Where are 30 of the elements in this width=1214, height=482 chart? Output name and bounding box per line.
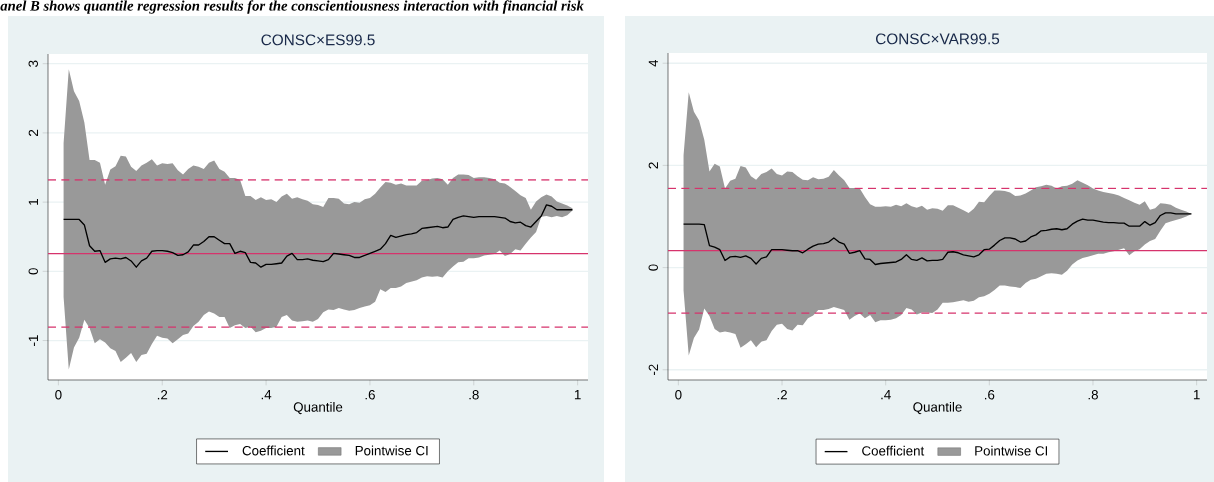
legend-label: Pointwise CI [975,445,1048,456]
x-axis-title: Quantile [913,401,962,415]
y-tick-label: 0 [28,268,38,275]
x-tick-label: .6 [984,390,995,400]
x-tick-label: 1 [1193,390,1200,400]
text: anel B shows quantile regression results for the conscientiousness interaction with financial risk [0,0,584,14]
x-tick-label: .2 [157,390,168,400]
chart-title: CONSC×ES99.5 [261,34,375,46]
x-tick-label: 0 [675,390,682,400]
y-tick-label: -2 [648,364,658,376]
x-axis-title: Quantile [293,401,343,415]
y-tick-label: 2 [648,162,658,169]
legend-label: Coefficient [242,445,305,456]
chart-title: CONSC×VAR99.5 [875,33,1000,45]
y-tick-label: 2 [28,129,38,136]
x-tick-label: 1 [574,390,581,400]
y-tick-label: 3 [28,60,38,67]
x-tick-label: .6 [365,390,375,400]
x-tick-label: .4 [881,390,891,400]
legend-label: Coefficient [862,445,925,456]
x-tick-label: .4 [261,390,272,400]
y-tick-label: 1 [28,199,38,205]
legend-label: Pointwise CI [355,445,428,456]
y-tick-label: 0 [648,264,658,271]
y-tick-label: -1 [28,335,38,346]
x-tick-label: 0 [55,390,62,400]
y-tick-label: 4 [648,59,658,67]
x-tick-label: .2 [777,390,787,400]
x-tick-label: .8 [1088,390,1098,400]
x-tick-label: .8 [469,390,479,400]
